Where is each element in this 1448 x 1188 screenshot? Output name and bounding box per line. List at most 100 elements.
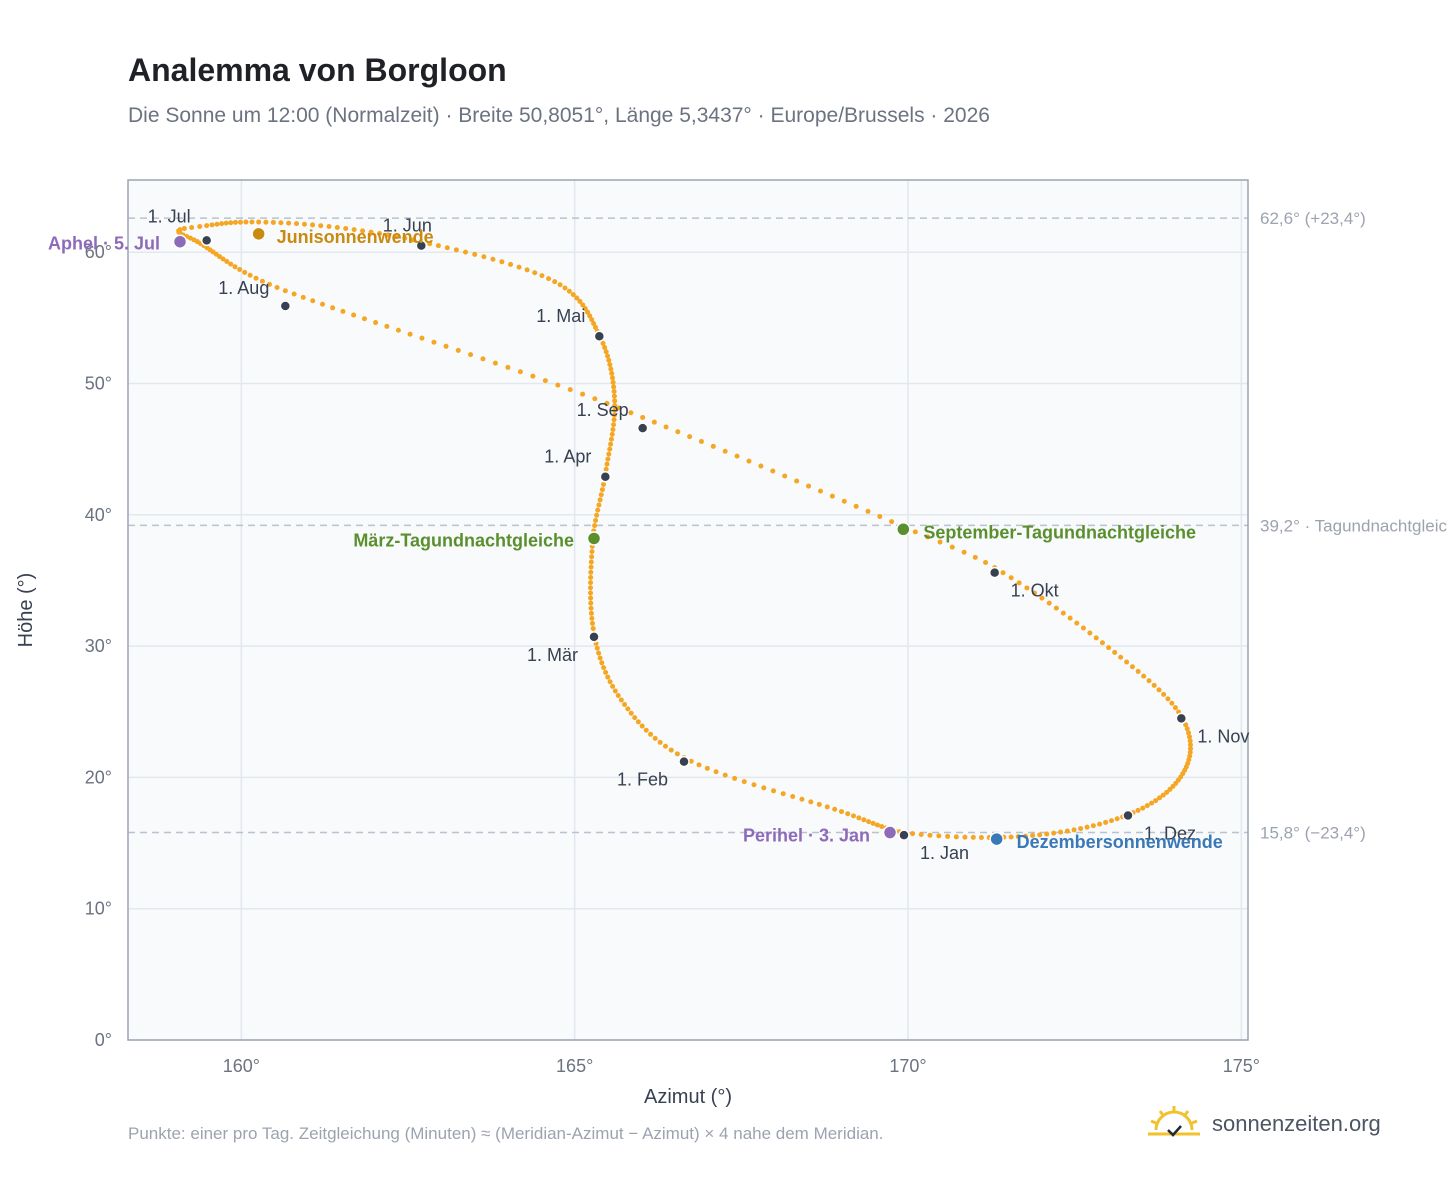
daily-point [1099,640,1105,646]
month-marker [593,330,606,342]
footnote: Punkte: einer pro Tag. Zeitgleichung (Mi… [128,1124,884,1143]
daily-point [1151,682,1157,688]
daily-point [591,320,597,326]
daily-point [587,313,593,319]
daily-point [361,316,367,322]
event-label: Aphel · 5. Jul [48,234,160,254]
daily-point [604,400,610,406]
daily-point [1164,789,1170,795]
daily-point [674,751,680,757]
daily-point [453,247,459,253]
daily-point [310,222,316,228]
y-tick-label: 30° [85,636,112,656]
daily-point [953,834,959,840]
month-label: 1. Nov [1197,726,1249,746]
daily-point [539,273,545,279]
daily-point [1183,722,1189,728]
daily-point [734,453,740,459]
daily-point [609,375,615,381]
daily-point [609,370,615,376]
daily-point [557,282,563,288]
daily-point [889,519,895,525]
daily-point [393,234,399,240]
daily-point [1141,673,1147,679]
daily-point [435,243,441,249]
daily-point [874,822,880,828]
month-marker [415,239,428,252]
daily-point [595,507,601,513]
daily-point [972,554,978,560]
daily-point [604,461,610,467]
month-label: 1. Sep [577,400,629,420]
axis-ticks: 160° 165° 170° 175° 0° 10° 20° 30° 40° 50° 60° [85,242,1260,1076]
x-tick-label: 160° [223,1056,260,1076]
daily-point [481,254,487,260]
daily-point [1135,668,1141,674]
daily-point [782,473,788,479]
month-marker [678,755,690,768]
reference-line-label: 39,2° · Tagundnachtgleiche [1260,516,1448,535]
daily-point [300,294,306,300]
event-label: Junisonnenwende [277,227,434,247]
daily-point [588,574,594,580]
daily-point [588,600,594,606]
daily-point [197,224,203,230]
x-tick-label: 170° [889,1056,926,1076]
daily-point [1060,610,1066,616]
daily-point [861,817,867,823]
daily-point [588,610,594,616]
plot-frame [127,179,1249,1041]
daily-point [237,219,243,225]
daily-point [320,301,326,307]
daily-point [704,765,710,771]
daily-point [1046,600,1052,606]
daily-point [640,414,646,420]
daily-point [351,312,357,318]
grid-lines [128,180,1248,1041]
event-marker [251,226,266,242]
daily-point [294,221,299,227]
daily-point [589,620,595,626]
daily-point [937,539,943,545]
reference-line-label: 15,8° (−23,4°) [1260,824,1366,843]
daily-point [790,794,796,800]
daily-point [589,554,595,560]
daily-point [806,483,812,489]
daily-point [651,419,657,425]
month-marker [279,300,292,312]
daily-point [582,306,588,312]
daily-point [598,492,604,498]
daily-point [589,317,595,323]
daily-point [605,353,611,359]
daily-point [1129,664,1135,670]
daily-point [612,407,618,413]
sun-logo-icon [1148,1106,1200,1137]
chart-subtitle: Die Sonne um 12:00 (Normalzeit) · Breite… [128,104,990,127]
daily-point [1187,738,1193,744]
daily-point [1087,630,1093,636]
daily-point [1000,570,1006,576]
month-markers: 1. Jan 1. Feb 1. Mär 1. Apr 1. Mai 1. Jun 1. J… [148,206,1250,863]
daily-point [407,331,413,337]
daily-point [1051,830,1057,836]
daily-point [228,220,234,226]
daily-point [877,514,883,519]
brand-link[interactable]: sonnenzeiten.org [1148,1102,1381,1146]
daily-point [562,285,568,291]
daily-point [249,219,255,225]
daily-point [1135,807,1141,813]
daily-point [530,373,536,379]
daily-point [978,835,984,841]
daily-point [1153,798,1159,804]
daily-point [838,809,844,815]
daily-point [410,237,416,243]
daily-point [214,221,220,227]
daily-point [1008,575,1014,581]
daily-point [326,224,332,230]
daily-point [577,298,583,304]
daily-point [602,345,608,351]
daily-point [608,366,614,372]
daily-point [588,580,594,586]
daily-point [1146,678,1152,684]
y-tick-label: 20° [85,767,112,787]
